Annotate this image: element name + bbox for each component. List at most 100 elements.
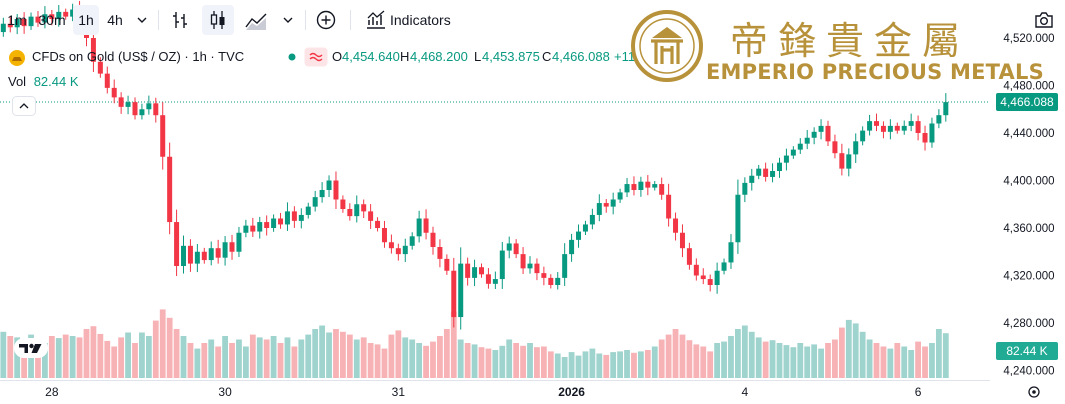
- volume-bar: [866, 339, 873, 378]
- volume-bar: [901, 346, 908, 378]
- volume-bar: [201, 343, 208, 378]
- bar-chart-icon[interactable]: [166, 6, 194, 34]
- candle-body: [215, 248, 221, 258]
- volume-bar: [686, 340, 693, 378]
- candle-body: [423, 218, 429, 233]
- candle-body: [312, 197, 318, 207]
- low-key: L: [474, 49, 482, 64]
- interval-4h[interactable]: 4h: [107, 12, 123, 28]
- candle-body: [867, 121, 873, 131]
- volume-bar: [513, 343, 520, 378]
- candle-body: [652, 184, 658, 188]
- candle-body: [201, 251, 207, 261]
- volume-bar: [679, 334, 686, 378]
- candles: [0, 0, 949, 330]
- volume-bar: [194, 348, 201, 378]
- volume-bar: [922, 346, 928, 378]
- candles-button[interactable]: [202, 5, 234, 35]
- interval-1m[interactable]: 1m: [7, 12, 27, 28]
- interval-1h[interactable]: 1h: [73, 5, 99, 35]
- compare-plus-icon[interactable]: [312, 6, 340, 34]
- collapse-chevron-icon[interactable]: [12, 96, 36, 116]
- candle-body: [0, 23, 6, 33]
- tradingview-logo-icon[interactable]: [14, 338, 48, 358]
- last-volume-label: 82.44 K: [996, 342, 1058, 360]
- volume-bar: [575, 355, 582, 378]
- camera-icon[interactable]: [1030, 6, 1058, 34]
- indicators-button[interactable]: Indicators: [390, 12, 451, 28]
- candle-body: [922, 133, 928, 143]
- candle-body: [804, 137, 810, 144]
- candle-body: [506, 243, 512, 251]
- candle-body: [430, 232, 436, 247]
- candle-body: [908, 121, 914, 126]
- logo-english-text: EMPERIO PRECIOUS METALS: [706, 60, 1044, 84]
- volume-bar: [263, 339, 270, 378]
- volume-bar: [520, 345, 526, 378]
- x-tick-label: 31: [392, 385, 406, 399]
- candle-body: [728, 242, 734, 263]
- volume-bar: [48, 336, 55, 378]
- volume-label[interactable]: Vol: [8, 74, 27, 89]
- volume-bar: [492, 350, 499, 378]
- volume-bar: [305, 334, 312, 378]
- candle-body: [42, 14, 48, 23]
- candle-body: [250, 225, 256, 232]
- indicators-icon[interactable]: [362, 6, 390, 34]
- candle-body: [284, 211, 290, 225]
- candle-body: [236, 232, 242, 252]
- volume-bar: [256, 337, 263, 378]
- volume-bar: [360, 337, 367, 378]
- candle-body: [520, 254, 526, 269]
- candle-body: [458, 263, 464, 318]
- volume-bar: [180, 336, 187, 378]
- y-tick-label: 4,400.000: [1003, 176, 1054, 188]
- volume-bar: [658, 339, 665, 378]
- volume-bar: [409, 339, 416, 378]
- area-chart-icon[interactable]: [242, 6, 270, 34]
- candle-body: [811, 131, 817, 138]
- candle-body: [70, 9, 76, 17]
- volume-bar: [811, 344, 818, 378]
- volume-bar: [333, 329, 339, 378]
- volume-bar: [637, 351, 644, 378]
- candle-body: [139, 109, 145, 116]
- candle-body: [569, 239, 575, 255]
- candle-body: [479, 267, 484, 275]
- candle-body: [222, 242, 228, 258]
- y-tick-label: 4,360.000: [1003, 223, 1054, 235]
- candle-body: [28, 16, 34, 27]
- candle-body: [818, 125, 824, 132]
- candle-body: [319, 190, 325, 198]
- candle-body: [465, 263, 471, 278]
- candles-icon: [210, 11, 225, 29]
- x-tick-label: 28: [45, 385, 59, 399]
- candle-body: [492, 279, 498, 284]
- candle-body: [770, 171, 776, 177]
- candle-body: [97, 61, 103, 74]
- candle-body: [21, 19, 27, 27]
- candle-body: [291, 211, 297, 221]
- volume-bar: [561, 357, 568, 378]
- chevron-down-icon[interactable]: [274, 6, 302, 34]
- symbol-name[interactable]: CFDs on Gold (US$ / OZ) · 1h · TVC: [32, 49, 245, 64]
- price-source-icon[interactable]: [304, 47, 328, 67]
- settings-gear-icon[interactable]: [1024, 382, 1044, 402]
- candle-body: [153, 103, 159, 116]
- change-value: +11: [614, 49, 636, 64]
- candle-body: [146, 103, 152, 110]
- volume-legend: Vol 82.44 K: [8, 74, 79, 89]
- candle-body: [229, 242, 235, 252]
- volume-bar: [139, 332, 145, 378]
- volume-bar: [721, 341, 727, 378]
- candle-body: [783, 155, 789, 163]
- volume-bar: [547, 351, 554, 378]
- candle-body: [90, 38, 96, 62]
- volume-bar: [14, 337, 21, 378]
- candle-body: [485, 274, 491, 284]
- x-tick-label: 30: [218, 385, 232, 399]
- chevron-down-icon[interactable]: [128, 6, 156, 34]
- volume-bar: [443, 329, 450, 378]
- interval-30m[interactable]: 30m: [38, 12, 66, 28]
